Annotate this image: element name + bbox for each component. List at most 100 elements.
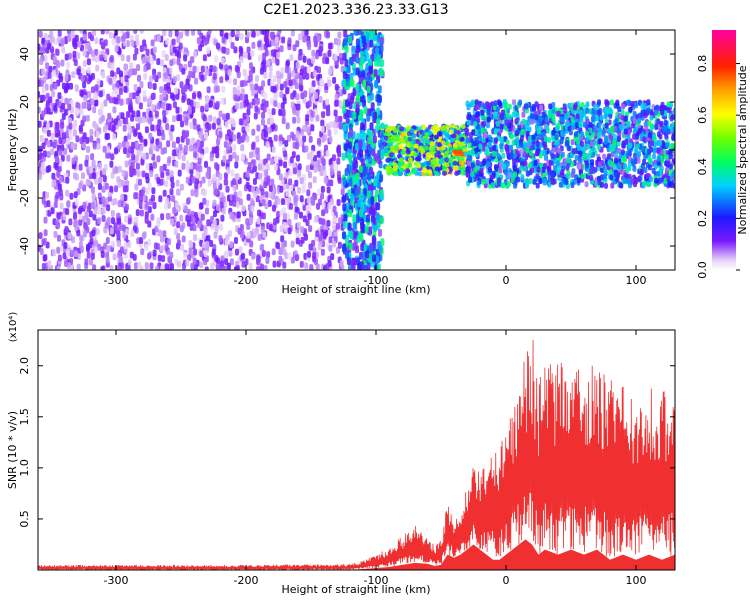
spectrogram-cell [250,83,254,91]
spectrogram-cell [255,135,260,143]
spectrogram-cell [616,163,621,170]
spectrogram-cell [56,246,61,254]
spectrogram-cell [160,235,164,243]
spectrogram-cell [242,112,247,120]
spectrogram-cell [251,141,256,149]
spectrogram-cell [172,207,177,214]
spectrogram-cell [380,238,385,247]
spectrogram-cell [40,165,45,173]
spectrogram-cell [191,30,196,36]
spectrogram-cell [258,54,262,62]
spectrogram-cell [299,177,304,185]
spectrogram-cell [109,55,114,62]
spectrogram-cell [131,110,136,118]
spectrogram-cell [366,190,371,199]
spectrogram-cell [73,211,78,219]
spectrogram-cell [470,99,475,106]
spectrogram-cell [41,68,46,76]
spectrogram-cell [84,159,89,167]
spectrogram-cell [647,164,652,171]
spectrogram-cell [101,207,106,215]
spectrogram-cell [365,214,370,223]
spectrogram-cell [183,252,188,260]
spectrogram-cell [84,258,89,266]
spectrogram-cell [430,125,436,131]
spectrogram-cell [261,250,266,257]
spectrogram-cell [329,179,334,187]
spectrogram-cell [139,237,144,244]
spectrogram-cell [321,111,326,119]
spectrogram-cell [53,82,58,90]
spectrogram-cell [306,40,311,48]
spectrogram-cell [185,138,190,146]
spectrogram-cell [175,106,180,114]
spectrogram-cell [215,151,220,159]
spectrogram-cell [57,183,62,191]
spectrogram-cell [252,178,257,185]
spectrogram-cell [127,217,132,225]
spectrogram-cell [169,59,174,67]
spectrogram-cell [241,204,246,212]
spectrogram-cell [312,176,317,184]
spectrogram-cell [308,171,312,179]
spectrogram-cell [175,179,180,187]
spectrogram-cell [176,136,180,144]
spectrogram-cell [276,242,280,250]
spectrogram-cell [104,182,109,190]
spectrogram-cell [224,121,229,129]
spectrogram-cell [235,173,240,181]
spectrogram-cell [361,95,366,104]
spectrogram-cell [82,49,87,57]
spectrogram-cell [303,252,308,260]
spectrogram-cell [342,123,347,132]
spectrogram-cell [204,146,209,154]
spectrogram-cell [341,152,346,161]
spectrogram-cell [193,150,198,158]
spectrogram-cell [260,226,265,234]
spectrogram-cell [84,211,89,219]
spectrogram-cell [95,64,100,72]
spectrogram-cell [89,166,94,174]
spectrogram-cell [225,112,230,120]
spectrogram-cell [42,127,47,135]
spectrogram-cell [243,119,248,127]
spectrogram-cell [249,62,253,70]
spectrogram-cell [70,142,75,150]
spectrogram-cell [238,246,243,254]
spectrogram-cell [102,125,107,133]
spectrogram-cell [262,52,267,60]
spectrogram-cell [152,46,157,54]
spectrogram-cell [270,191,275,199]
spectrogram-cell [76,263,81,270]
spectrogram-cell [246,108,251,116]
spectrogram-cell [249,151,253,159]
spectrogram-cell [56,265,61,270]
spectrogram-cell [45,62,50,70]
spectrogram-cell [268,185,273,192]
spectrogram-cell [325,57,330,65]
spectrogram-cell [85,114,90,122]
spectrogram-cell [59,75,64,83]
spectrogram-cell [174,87,179,95]
spectrogram-cell [64,225,69,233]
spectrogram-cell [101,71,106,79]
spectrogram-cell [156,177,161,184]
spectrogram-cell [652,153,656,160]
spectrogram-cell [207,179,212,187]
spectrogram-cell [320,125,325,133]
spectrogram-cell [421,124,427,130]
spectrogram-cell [395,136,401,142]
spectrogram-cell [270,98,275,105]
spectrogram-cell [273,218,277,226]
spectrogram-cell [91,86,95,94]
spectrogram-cell [280,241,285,249]
spectrogram-cell [136,110,141,118]
spectrogram-cell [427,169,433,175]
spectrogram-cell [434,166,440,172]
spectrogram-cell [362,142,367,151]
spectrogram-cell [311,49,316,57]
spectrogram-cell [113,222,118,230]
spectrogram-cell [119,98,124,106]
spectrogram-cell [296,154,300,162]
spectrogram-cell [427,130,433,136]
